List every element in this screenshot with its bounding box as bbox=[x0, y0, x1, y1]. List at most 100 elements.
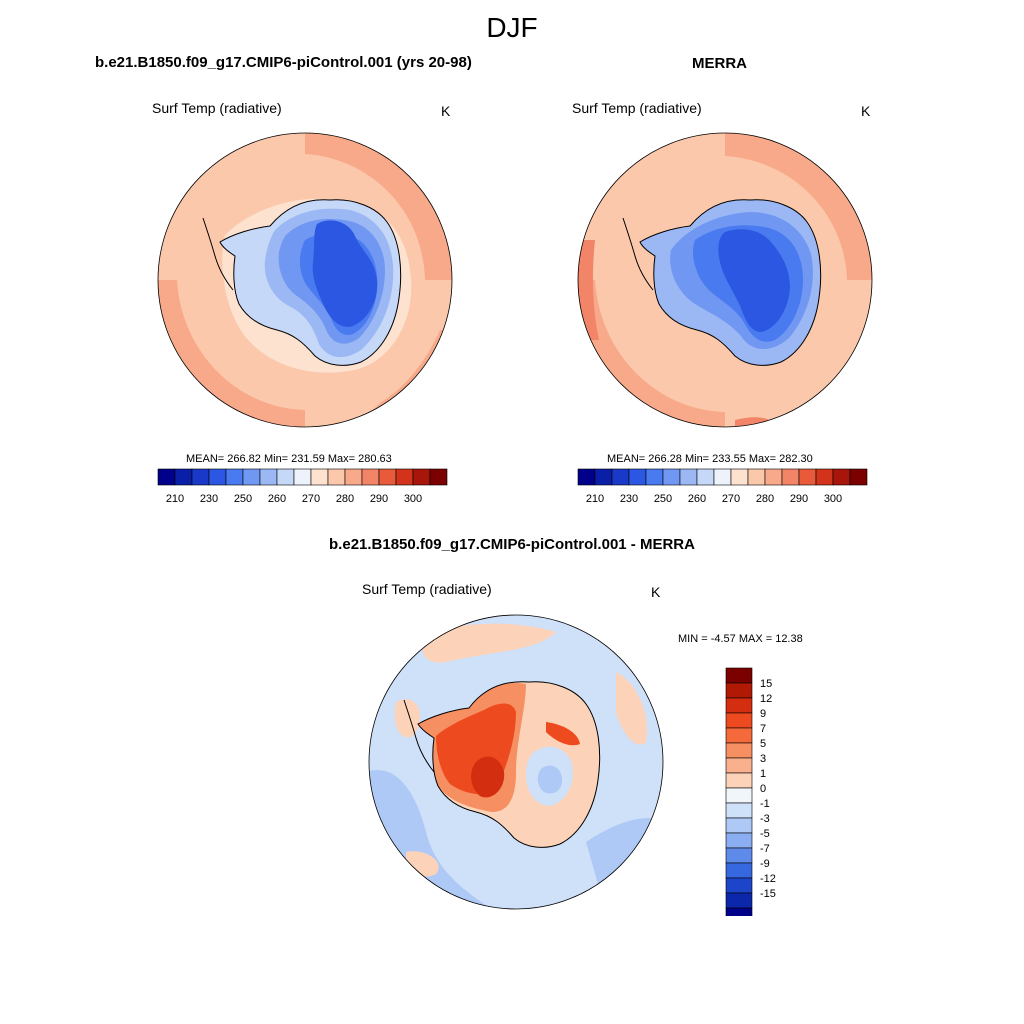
colorbar-tick-label: -3 bbox=[760, 813, 770, 825]
ice-contour-225 bbox=[312, 220, 378, 327]
colorbar-swatch bbox=[725, 907, 753, 916]
colorbar-tick-label: 5 bbox=[760, 738, 766, 750]
colorbar-swatch bbox=[662, 468, 681, 486]
colorbar-tick-label: 15 bbox=[760, 678, 772, 690]
positive-anomaly bbox=[616, 672, 647, 745]
colorbar-swatch bbox=[725, 742, 753, 759]
colorbar-tick-label: -12 bbox=[760, 873, 776, 885]
colorbar-swatch bbox=[725, 877, 753, 894]
obs-units-label: K bbox=[861, 103, 871, 119]
map-boundary bbox=[577, 132, 873, 428]
obs-colorbar: 210 230 250 260 270 280 290 300 bbox=[577, 468, 868, 505]
hot-ocean-patch bbox=[735, 417, 773, 427]
colorbar-swatch bbox=[208, 468, 227, 486]
colorbar-tick-label: 280 bbox=[756, 493, 774, 505]
diff-map bbox=[368, 614, 664, 910]
colorbar-swatch bbox=[832, 468, 851, 486]
colorbar-swatch bbox=[191, 468, 210, 486]
colorbar-swatch bbox=[429, 468, 448, 486]
colorbar-swatch bbox=[725, 682, 753, 699]
warm-ocean-band bbox=[158, 280, 305, 427]
colorbar-tick-label: 1 bbox=[760, 768, 766, 780]
colorbar-swatch bbox=[594, 468, 613, 486]
colorbar-swatch bbox=[725, 892, 753, 909]
colorbar-swatch bbox=[725, 862, 753, 879]
colorbar-tick-label: 230 bbox=[200, 493, 218, 505]
positive-anomaly bbox=[422, 623, 556, 663]
antarctic-coastline bbox=[417, 681, 601, 848]
colorbar-swatch bbox=[645, 468, 664, 486]
colorbar-swatch bbox=[679, 468, 698, 486]
obs-variable-label: Surf Temp (radiative) bbox=[572, 100, 702, 116]
colorbar-tick-label: 210 bbox=[166, 493, 184, 505]
colorbar-tick-label: 230 bbox=[620, 493, 638, 505]
colorbar-tick-label: 300 bbox=[824, 493, 842, 505]
colorbar-swatch bbox=[725, 727, 753, 744]
colorbar-swatch bbox=[293, 468, 312, 486]
colorbar-tick-label: 260 bbox=[268, 493, 286, 505]
warm-anomaly-east bbox=[546, 722, 580, 746]
obs-map bbox=[577, 132, 873, 428]
colorbar-tick-label: 260 bbox=[688, 493, 706, 505]
peninsula-coast bbox=[622, 217, 654, 291]
diff-variable-label: Surf Temp (radiative) bbox=[362, 581, 492, 597]
colorbar-tick-label: 270 bbox=[302, 493, 320, 505]
colorbar-swatch bbox=[725, 802, 753, 819]
colorbar-swatch bbox=[798, 468, 817, 486]
colorbar-swatch bbox=[725, 667, 753, 684]
colorbar-swatch bbox=[276, 468, 295, 486]
obs-stats: MEAN= 266.28 Min= 233.55 Max= 282.30 bbox=[607, 453, 813, 465]
warm-ocean-band bbox=[305, 133, 452, 280]
colorbar-tick-label: 9 bbox=[760, 708, 766, 720]
colorbar-swatch bbox=[327, 468, 346, 486]
colorbar-swatch bbox=[344, 468, 363, 486]
colorbar-swatch bbox=[577, 468, 596, 486]
positive-anomaly bbox=[394, 699, 420, 738]
obs-panel-title: MERRA bbox=[692, 55, 747, 72]
colorbar-swatch bbox=[725, 787, 753, 804]
colorbar-swatch bbox=[725, 817, 753, 834]
colorbar-swatch bbox=[361, 468, 380, 486]
antarctic-coastline bbox=[219, 199, 402, 366]
colorbar-tick-label: 290 bbox=[790, 493, 808, 505]
diff-units-label: K bbox=[651, 584, 661, 600]
colorbar-swatch bbox=[815, 468, 834, 486]
peninsula-coast bbox=[202, 217, 234, 291]
colorbar-tick-label: 0 bbox=[760, 783, 766, 795]
colorbar-swatch bbox=[395, 468, 414, 486]
colorbar-swatch bbox=[696, 468, 715, 486]
colorbar-swatch bbox=[259, 468, 278, 486]
cool-anomaly-core bbox=[537, 765, 562, 794]
colorbar-tick-label: 210 bbox=[586, 493, 604, 505]
antarctic-coastline bbox=[639, 199, 822, 366]
colorbar-tick-label: 300 bbox=[404, 493, 422, 505]
colorbar-swatch bbox=[781, 468, 800, 486]
colorbar-tick-label: 250 bbox=[234, 493, 252, 505]
ice-contour-225 bbox=[718, 229, 790, 332]
colorbar-tick-label: 290 bbox=[370, 493, 388, 505]
colorbar-swatch bbox=[310, 468, 329, 486]
colorbar-swatch bbox=[713, 468, 732, 486]
colorbar-swatch bbox=[725, 847, 753, 864]
model-colorbar: 210 230 250 260 270 280 290 300 bbox=[157, 468, 448, 505]
colorbar-tick-label: -7 bbox=[760, 843, 770, 855]
colorbar-swatch bbox=[174, 468, 193, 486]
colorbar-swatch bbox=[611, 468, 630, 486]
colorbar-swatch bbox=[730, 468, 749, 486]
diff-stats: MIN = -4.57 MAX = 12.38 bbox=[678, 633, 803, 645]
colorbar-swatch bbox=[628, 468, 647, 486]
colorbar-swatch bbox=[725, 697, 753, 714]
colorbar-tick-label: 280 bbox=[336, 493, 354, 505]
model-stats: MEAN= 266.82 Min= 231.59 Max= 280.63 bbox=[186, 453, 392, 465]
colorbar-swatch bbox=[725, 757, 753, 774]
colorbar-tick-label: 12 bbox=[760, 693, 772, 705]
map-boundary bbox=[368, 614, 664, 910]
model-panel-title: b.e21.B1850.f09_g17.CMIP6-piControl.001 … bbox=[95, 54, 472, 71]
map-boundary bbox=[157, 132, 453, 428]
colorbar-swatch bbox=[378, 468, 397, 486]
colorbar-swatch bbox=[747, 468, 766, 486]
warm-ocean-band bbox=[725, 133, 872, 280]
colorbar-tick-label: 3 bbox=[760, 753, 766, 765]
diff-panel-title: b.e21.B1850.f09_g17.CMIP6-piControl.001 … bbox=[329, 536, 695, 553]
colorbar-swatch bbox=[242, 468, 261, 486]
